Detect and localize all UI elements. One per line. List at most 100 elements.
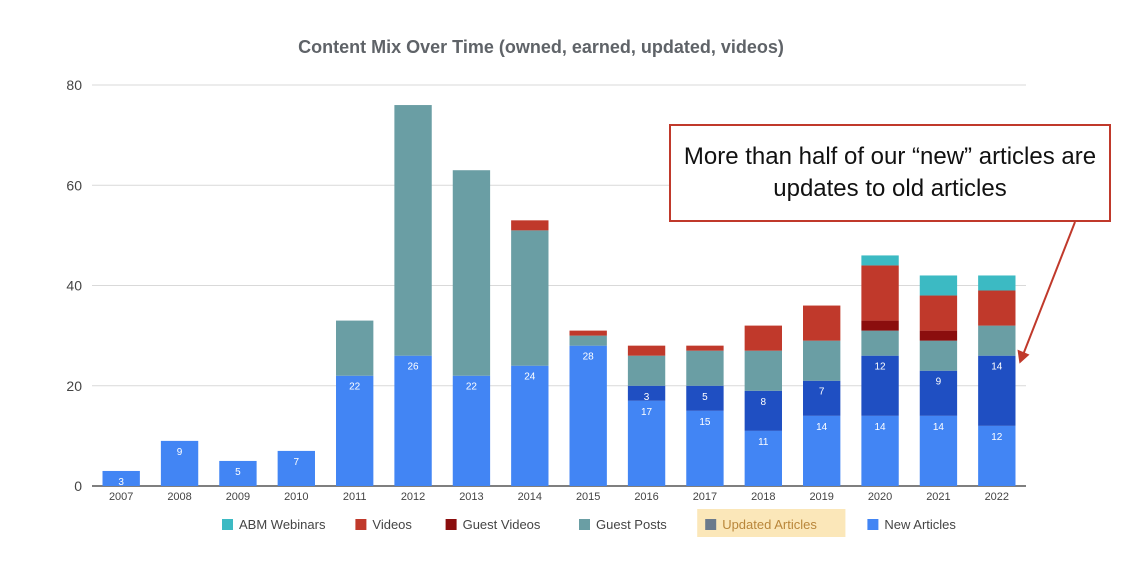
bar-segment bbox=[511, 220, 549, 231]
bar-segment bbox=[686, 350, 724, 386]
bar-segment bbox=[744, 390, 782, 431]
x-tick-label: 2009 bbox=[226, 491, 250, 503]
data-label: 14 bbox=[991, 362, 1003, 373]
bar-segment bbox=[686, 410, 724, 486]
x-tick-label: 2015 bbox=[576, 491, 600, 503]
legend-swatch bbox=[867, 519, 879, 530]
bar-segment bbox=[978, 425, 1016, 486]
legend-label: Videos bbox=[372, 517, 412, 532]
bar-segment bbox=[803, 340, 841, 381]
data-label: 17 bbox=[641, 407, 653, 418]
legend-swatch bbox=[579, 519, 590, 530]
chart-title: Content Mix Over Time (owned, earned, up… bbox=[298, 37, 784, 57]
legend-label: Updated Articles bbox=[722, 517, 817, 532]
bar-segment bbox=[627, 345, 666, 356]
arrow-head bbox=[1017, 349, 1030, 364]
legend-swatch bbox=[445, 519, 457, 530]
bar-segment bbox=[394, 355, 432, 486]
bar-segment bbox=[861, 255, 899, 266]
bar-segment bbox=[336, 320, 374, 376]
x-tick-label: 2019 bbox=[809, 491, 833, 503]
data-label: 5 bbox=[702, 392, 708, 403]
bar-segment bbox=[978, 275, 1016, 291]
data-label: 9 bbox=[936, 377, 942, 388]
bar-segment bbox=[452, 375, 491, 486]
callout-arrow bbox=[1017, 221, 1076, 364]
y-tick-label: 60 bbox=[66, 177, 82, 193]
bar-segment bbox=[277, 450, 315, 486]
legend-swatch bbox=[355, 519, 367, 530]
x-tick-label: 2007 bbox=[109, 491, 133, 503]
bar-segment bbox=[978, 325, 1016, 356]
y-tick-label: 20 bbox=[66, 378, 82, 394]
data-label: 3 bbox=[118, 477, 124, 488]
bar-segment bbox=[803, 380, 841, 416]
x-tick-label: 2021 bbox=[926, 491, 950, 503]
annotation-box: More than half of our “new” articles are… bbox=[669, 124, 1111, 222]
bar-segment bbox=[511, 365, 549, 486]
bar-segment bbox=[569, 335, 607, 346]
bar-segment bbox=[336, 375, 374, 486]
bar-segment bbox=[919, 370, 958, 416]
data-label: 14 bbox=[816, 422, 828, 433]
bar-segment bbox=[919, 275, 958, 296]
bar-segment bbox=[919, 340, 958, 371]
bar-segment bbox=[219, 460, 257, 486]
bar-segment bbox=[744, 430, 782, 486]
bar-segment bbox=[686, 385, 724, 411]
x-tick-label: 2017 bbox=[693, 491, 717, 503]
legend-label: Guest Posts bbox=[596, 517, 667, 532]
x-tick-label: 2008 bbox=[167, 491, 191, 503]
data-label: 28 bbox=[583, 352, 595, 363]
legend-label: Guest Videos bbox=[463, 517, 541, 532]
bar-segment bbox=[627, 385, 666, 401]
bar-segment bbox=[160, 440, 199, 486]
x-tick-label: 2018 bbox=[751, 491, 775, 503]
y-tick-label: 80 bbox=[66, 77, 82, 93]
data-label: 14 bbox=[875, 422, 887, 433]
y-tick-label: 40 bbox=[66, 278, 82, 294]
bar-segment bbox=[569, 345, 607, 486]
bar-segment bbox=[744, 325, 782, 351]
data-label: 7 bbox=[819, 387, 825, 398]
data-label: 7 bbox=[294, 457, 300, 468]
x-tick-label: 2012 bbox=[401, 491, 425, 503]
bar-segment bbox=[978, 290, 1016, 326]
x-tick-label: 2013 bbox=[459, 491, 483, 503]
data-label: 11 bbox=[758, 437, 769, 448]
bars: 3 9 5 7 22 26 22 24 28 17 3 15 5 11 8 14 7 14 12 14 9 12 14 bbox=[102, 105, 1016, 488]
arrow-line bbox=[1022, 221, 1076, 355]
legend: ABM Webinars Videos Guest Videos Guest Post… bbox=[222, 509, 956, 537]
data-label: 12 bbox=[991, 432, 1003, 443]
data-label: 22 bbox=[466, 382, 478, 393]
data-label: 12 bbox=[875, 362, 887, 373]
bar-segment bbox=[803, 305, 841, 341]
data-label: 14 bbox=[933, 422, 945, 433]
bar-segment bbox=[978, 355, 1016, 426]
bar-segment bbox=[803, 415, 841, 486]
legend-label: New Articles bbox=[884, 517, 956, 532]
x-axis: 2007 2008 2009 2010 2011 2012 2013 2014 2015 2016… bbox=[109, 491, 1009, 503]
data-label: 26 bbox=[408, 362, 420, 373]
bar-segment bbox=[102, 470, 140, 486]
data-label: 24 bbox=[524, 372, 536, 383]
y-tick-label: 0 bbox=[74, 478, 82, 494]
bar-segment bbox=[861, 320, 899, 331]
bar-segment bbox=[919, 330, 958, 341]
data-label: 3 bbox=[644, 392, 650, 403]
bar-segment bbox=[744, 350, 782, 391]
x-tick-label: 2014 bbox=[518, 491, 542, 503]
legend-swatch bbox=[222, 519, 233, 530]
legend-highlight bbox=[697, 509, 846, 537]
x-tick-label: 2022 bbox=[985, 491, 1009, 503]
annotation-text: More than half of our “new” articles are… bbox=[683, 143, 1097, 202]
bar-segment bbox=[394, 105, 432, 356]
bar-segment bbox=[627, 355, 666, 386]
y-axis: 0 20 40 60 80 bbox=[66, 77, 82, 494]
x-tick-label: 2011 bbox=[343, 491, 367, 503]
bar-segment bbox=[569, 330, 607, 336]
data-label: 22 bbox=[349, 382, 361, 393]
bar-segment bbox=[919, 415, 958, 486]
bar-segment bbox=[511, 230, 549, 366]
